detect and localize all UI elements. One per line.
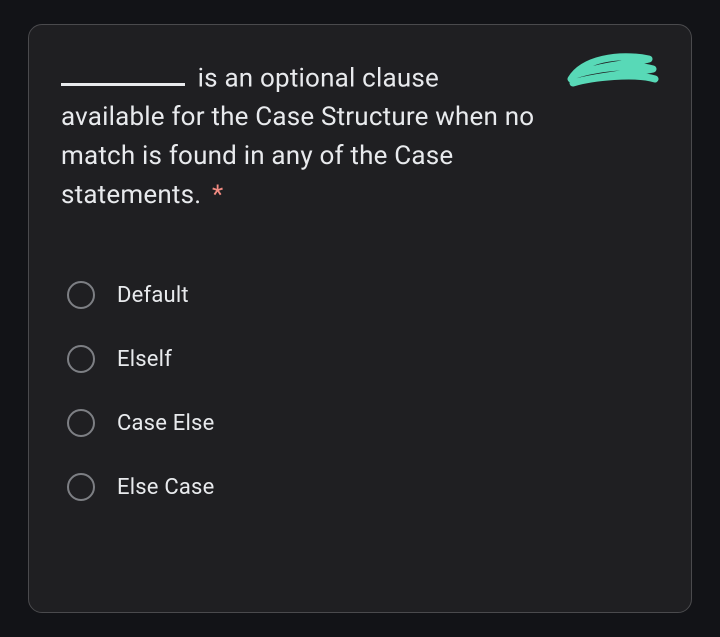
radio-icon [67, 345, 95, 373]
radio-icon [67, 409, 95, 437]
required-asterisk: * [212, 180, 223, 210]
options-group: Default Elself Case Else Else Case [61, 263, 659, 519]
option-label: Else Case [117, 475, 214, 500]
option-label: Default [117, 283, 189, 308]
radio-icon [67, 281, 95, 309]
option-elself[interactable]: Elself [61, 327, 659, 391]
fill-in-blank [61, 59, 185, 86]
option-label: Case Else [117, 411, 214, 436]
option-case-else[interactable]: Case Else [61, 391, 659, 455]
option-label: Elself [117, 347, 172, 372]
option-default[interactable]: Default [61, 263, 659, 327]
highlight-scribble-icon [563, 49, 661, 93]
question-card: is an optional clause available for the … [28, 24, 692, 613]
radio-icon [67, 473, 95, 501]
option-else-case[interactable]: Else Case [61, 455, 659, 519]
